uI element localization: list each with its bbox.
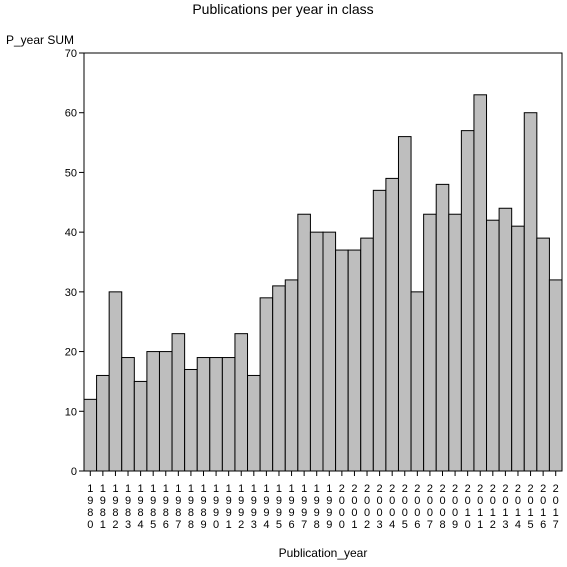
- plot-frame: [83, 52, 563, 472]
- bar-1986: [158, 351, 173, 472]
- bar-1996: [284, 279, 299, 472]
- bar-2006: [410, 291, 425, 472]
- y-tick-label: 40: [65, 227, 77, 239]
- chart-title: Publications per year in class: [192, 1, 373, 17]
- bar-2001: [347, 249, 362, 472]
- bar-1985: [146, 351, 160, 472]
- bar-1999: [322, 231, 337, 472]
- bars-group: [83, 94, 563, 472]
- y-tick-label: 70: [65, 48, 77, 60]
- y-tick-label: 0: [71, 466, 77, 478]
- bar-2003: [372, 189, 387, 472]
- bar-1994: [259, 297, 274, 472]
- y-tick-label: 20: [65, 347, 77, 359]
- bar-1982: [108, 291, 123, 472]
- bar-1991: [221, 357, 236, 472]
- y-tick-label: 50: [65, 167, 77, 179]
- bar-2013: [498, 207, 513, 472]
- bar-2014: [511, 225, 525, 472]
- bar-2012: [486, 219, 500, 472]
- bar-2017: [548, 279, 563, 472]
- bar-1997: [297, 213, 311, 472]
- bar-2016: [536, 237, 550, 472]
- bar-2004: [385, 177, 399, 472]
- bar-2005: [397, 136, 412, 472]
- bar-1981: [96, 374, 110, 472]
- bar-1992: [234, 333, 249, 472]
- bar-1987: [171, 333, 186, 472]
- bar-2008: [435, 183, 450, 472]
- bar-1989: [196, 357, 211, 472]
- x-axis-label: Publication_year: [279, 546, 368, 560]
- bar-1984: [133, 380, 148, 472]
- bar-1995: [272, 285, 286, 472]
- bar-1998: [309, 231, 324, 472]
- bar-1980: [83, 398, 98, 472]
- y-tick-label: 60: [65, 108, 77, 120]
- bar-2007: [423, 213, 437, 472]
- y-axis-label: P_year SUM: [6, 33, 74, 47]
- bar-2002: [360, 237, 374, 472]
- bar-1993: [247, 374, 261, 472]
- bar-2015: [523, 112, 538, 472]
- y-tick-label: 30: [65, 287, 77, 299]
- bar-1988: [184, 368, 198, 472]
- bar-2009: [448, 213, 462, 472]
- bar-2010: [460, 130, 475, 472]
- bar-1990: [209, 357, 223, 472]
- bar-1983: [121, 357, 135, 472]
- x-axis: 1 9 8 0 1 9 8 1 1 9 8 2 1 9 8 3 1 9 8 4 1 9 8 5 1 9 8 6 1 9 8 7 1 9 8 8 1 9 8 9…: [87, 471, 559, 531]
- bar-2011: [473, 94, 488, 472]
- bar-2000: [335, 249, 349, 472]
- y-tick-label: 10: [65, 406, 77, 418]
- y-axis: 0 10 20 30 40 50 60 70: [65, 48, 84, 478]
